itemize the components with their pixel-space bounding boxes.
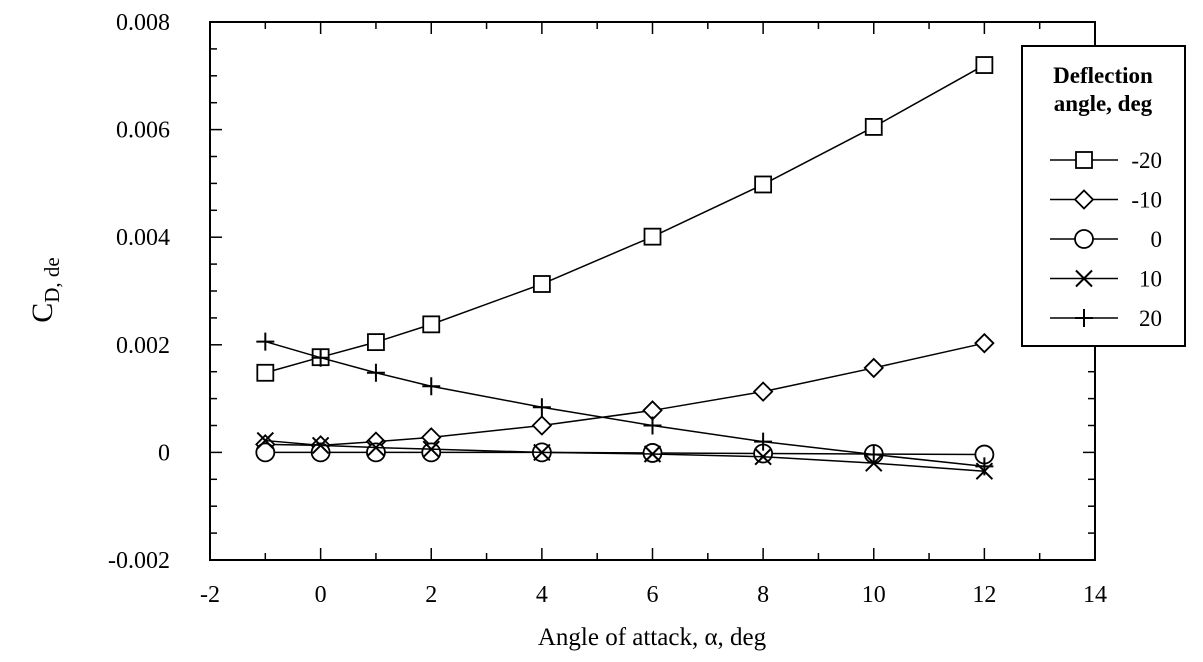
y-tick-label: 0.002 [116, 333, 170, 359]
legend: Deflection angle, deg -20 -10 0 10 20 [1021, 45, 1186, 347]
series-diamond [255, 332, 995, 456]
legend-marker [1075, 269, 1093, 288]
legend-marker [1073, 189, 1095, 210]
y-tick-label: 0.008 [116, 10, 170, 36]
x-ticks [209, 22, 1096, 560]
data-point [421, 442, 442, 463]
data-point [752, 381, 774, 402]
data-point [310, 442, 331, 463]
data-point [422, 377, 441, 396]
data-point [366, 442, 386, 463]
data-point [311, 436, 330, 455]
y-tick-label: -0.002 [108, 548, 170, 574]
svg-text:CD, de: CD, de [26, 257, 64, 323]
series-plus [256, 332, 994, 476]
legend-label: -10 [1131, 188, 1162, 213]
legend-entry: 20 [1050, 306, 1162, 331]
x-tick-label: -2 [200, 582, 220, 608]
data-point [974, 332, 995, 354]
data-point [311, 348, 330, 367]
series-line [265, 342, 985, 447]
y-tick-label: 0 [158, 440, 170, 466]
y-ticks [210, 21, 1095, 561]
data-point [422, 440, 440, 458]
x-tick-label: 10 [862, 582, 886, 608]
data-point [754, 175, 773, 194]
legend-label: 10 [1139, 267, 1162, 292]
data-point [256, 431, 275, 450]
series-group [255, 56, 995, 480]
data-point [864, 445, 883, 464]
data-point [643, 227, 662, 246]
legend-marker [1074, 229, 1094, 249]
x-tick-label: 4 [536, 582, 548, 608]
data-point [256, 363, 275, 382]
legend-entry: -10 [1050, 188, 1162, 213]
data-point [532, 398, 551, 417]
x-tick-label: 12 [972, 582, 996, 608]
x-tick-label: 6 [647, 582, 659, 608]
y-tick-label: 0.006 [116, 118, 170, 144]
series-square [256, 56, 994, 382]
legend-entry: 0 [1050, 227, 1162, 252]
legend-title-line1: Deflection [1053, 63, 1153, 88]
data-point [754, 432, 773, 451]
data-point [366, 363, 385, 382]
y-axis-title-sub: D, de [40, 257, 64, 303]
data-point [975, 457, 994, 476]
legend-title-line2: angle, deg [1054, 91, 1153, 116]
data-point [643, 445, 662, 463]
x-tick-label: 0 [315, 582, 327, 608]
y-axis-title: CD, de [26, 257, 64, 323]
legend-marker [1075, 309, 1093, 327]
legend-entries: -20 -10 0 10 20 [1050, 148, 1162, 331]
data-point [863, 357, 885, 379]
data-point [367, 438, 385, 457]
data-point [367, 333, 385, 352]
data-point [256, 332, 275, 351]
x-tick-label: 8 [757, 582, 769, 608]
x-tick-labels: -2 0 2 4 6 8 10 12 14 [200, 582, 1107, 608]
y-tick-label: 0.004 [116, 225, 170, 251]
data-point [975, 56, 994, 74]
data-point [255, 442, 276, 463]
y-tick-labels: -0.002 0 0.002 0.004 0.006 0.008 [108, 10, 170, 574]
data-point [533, 443, 551, 462]
legend-label: -20 [1131, 148, 1162, 173]
x-tick-label: 14 [1083, 582, 1107, 608]
series-line [265, 64, 985, 374]
data-point [422, 315, 441, 334]
data-point [864, 118, 883, 136]
x-tick-label: 2 [425, 582, 437, 608]
data-point [643, 416, 662, 435]
data-point [754, 447, 772, 466]
plot-frame [209, 21, 1096, 561]
data-point [532, 275, 551, 293]
legend-label: 20 [1139, 306, 1162, 331]
legend-box [1021, 45, 1186, 347]
legend-marker [1075, 151, 1093, 169]
legend-entry: -20 [1050, 148, 1162, 173]
y-axis-title-main: C [26, 303, 59, 323]
x-axis-title: Angle of attack, α, deg [538, 624, 767, 651]
legend-entry: 10 [1050, 267, 1162, 292]
data-point [531, 415, 553, 436]
legend-label: 0 [1151, 227, 1163, 252]
